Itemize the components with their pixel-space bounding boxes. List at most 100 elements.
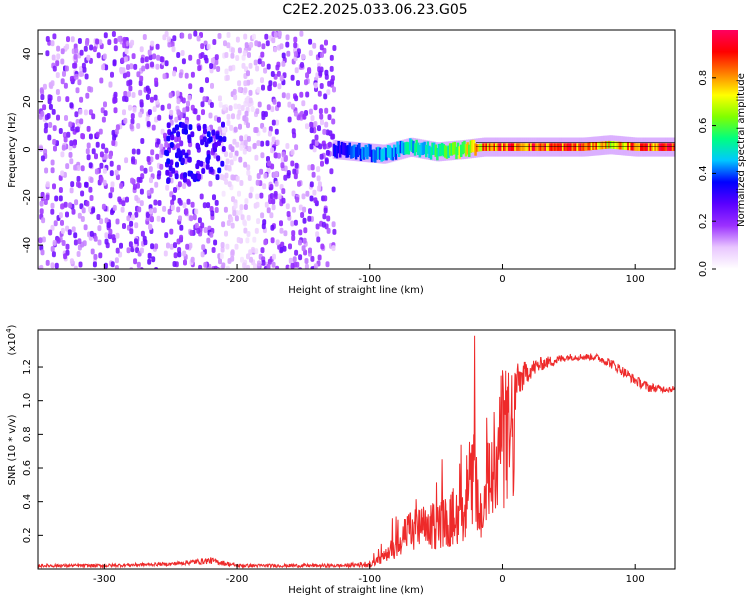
snr-x-tick-label: -100 [358, 574, 381, 585]
heatmap-noise-cell [170, 204, 175, 211]
heatmap-noise-cell [169, 119, 174, 126]
heatmap-signal-cell [512, 143, 516, 151]
heatmap-noise-cell [294, 95, 299, 102]
heatmap-noise-cell [299, 30, 304, 37]
heatmap-signal-cell [445, 146, 449, 159]
heatmap-signal-cell [622, 142, 625, 150]
heatmap-signal-cell [571, 143, 574, 151]
heatmap-noise-cell [277, 83, 282, 90]
heatmap-noise-cell [310, 164, 315, 171]
heatmap-noise-cell [176, 109, 181, 116]
heatmap-noise-cell [58, 187, 63, 193]
heatmap-noise-cell [199, 86, 204, 93]
heatmap-noise-cell [166, 242, 170, 249]
heatmap-signal-cell [393, 144, 396, 157]
heatmap-noise-cell [331, 221, 336, 228]
heatmap-noise-cell [238, 156, 243, 163]
snr-y-multiplier-exp: 4 [5, 328, 13, 333]
heatmap-noise-cell [281, 188, 286, 195]
snr-y-tick-label: 1.0 [22, 393, 33, 409]
heatmap-noise-cell [292, 256, 297, 263]
heatmap-noise-cell [227, 258, 232, 264]
heatmap-noise-cell [67, 229, 72, 236]
heatmap-signal-cell [444, 145, 447, 158]
heatmap-noise-cell [77, 38, 82, 44]
heatmap-noise-cell [319, 153, 324, 160]
heatmap-noise-cell [313, 82, 318, 89]
heatmap-signal-cell [560, 143, 563, 151]
heatmap-noise-cell [123, 56, 128, 63]
heatmap-noise-cell [108, 81, 113, 88]
snr-x-tick-label: 100 [626, 574, 645, 585]
heatmap-noise-cell [320, 119, 324, 126]
heatmap-signal-cell [522, 143, 525, 151]
colorbar-tick-label: 0.0 [698, 261, 709, 277]
heatmap-noise-cell [136, 71, 141, 78]
heatmap-noise-cell [155, 63, 160, 70]
heatmap-noise-cell [46, 113, 51, 119]
snr-y-tick-label: 0.4 [22, 494, 33, 510]
heatmap-noise-cell [188, 54, 193, 61]
heatmap-noise-cell [164, 60, 169, 67]
heatmap-noise-cell [61, 144, 66, 151]
heatmap-signal-cell [612, 141, 616, 149]
snr-y-tick-label: 1.2 [22, 359, 33, 375]
heatmap-noise-cell [165, 184, 170, 191]
heatmap-noise-cell [257, 58, 262, 65]
heatmap-noise-cell [283, 174, 288, 181]
heatmap-noise-cell [194, 208, 199, 215]
heatmap-noise-cell [69, 75, 74, 82]
heatmap-noise-cell [279, 43, 284, 50]
heatmap-noise-cell [242, 219, 247, 226]
heatmap-noise-cell [275, 64, 280, 71]
heatmap-noise-cell [302, 217, 307, 224]
heatmap-noise-cell [228, 152, 233, 159]
heatmap-noise-cell [155, 153, 160, 160]
heatmap-signal-cell [472, 139, 476, 153]
heatmap-noise-cell [213, 265, 218, 269]
heatmap-signal-cell [635, 143, 638, 151]
heatmap-noise-cell [196, 227, 201, 234]
heatmap-signal-cell [415, 139, 418, 153]
heatmap-noise-cell [140, 57, 145, 64]
heatmap-noise-cell [309, 195, 314, 202]
heatmap-noise-cell [220, 160, 225, 167]
heatmap-signal-cell [652, 143, 656, 151]
heatmap-noise-cell [186, 100, 190, 107]
heatmap-noise-cell [148, 54, 153, 61]
heatmap-noise-cell [216, 66, 221, 72]
heatmap-noise-cell [331, 118, 336, 125]
heatmap-noise-cell [277, 30, 282, 37]
heatmap-noise-cell [221, 121, 225, 128]
colorbar-tick-label: 0.2 [698, 213, 709, 229]
heatmap-noise-cell [86, 54, 91, 61]
heatmap-signal-cell [380, 149, 383, 162]
heatmap-noise-cell [254, 40, 259, 47]
heatmap-noise-cell [263, 172, 268, 179]
heatmap-noise-cell [86, 125, 91, 132]
snr-y-ticks: 0.2 0.4 0.6 0.8 1.0 1.2 [22, 359, 43, 543]
heatmap-noise-cell [137, 206, 142, 213]
heatmap-noise-cell [209, 166, 214, 173]
heatmap-noise-cell [125, 196, 129, 203]
colorbar-gradient [712, 30, 738, 269]
heatmap-noise-cell [102, 167, 107, 174]
heatmap-noise-cell [122, 223, 126, 229]
heatmap-noise-cell [199, 160, 204, 167]
heatmap-signal-cell [391, 148, 394, 161]
heatmap-noise-cell [273, 31, 278, 38]
heatmap-noise-cell [203, 128, 207, 135]
heatmap-noise-cell [126, 247, 131, 254]
heatmap-noise-cell [242, 148, 247, 155]
heatmap-signal-cell [382, 148, 385, 161]
heatmap-noise-cell [133, 258, 138, 265]
heatmap-noise-cell [182, 183, 187, 189]
heatmap-noise-cell [159, 143, 164, 150]
heatmap-signal-cell [362, 147, 366, 160]
heatmap-noise-cell [232, 88, 237, 95]
heatmap-noise-cell [39, 208, 44, 215]
heatmap-noise-cell [56, 114, 60, 121]
heatmap-noise-cell [101, 203, 106, 210]
heatmap-noise-cell [329, 65, 334, 72]
heatmap-noise-cell [296, 114, 301, 121]
